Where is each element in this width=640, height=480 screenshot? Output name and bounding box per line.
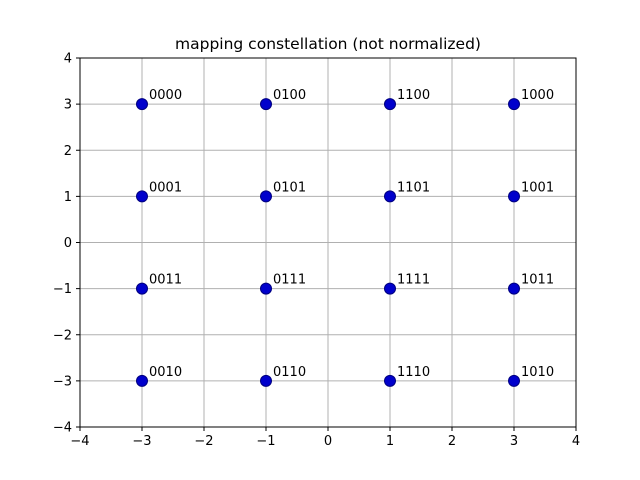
data-point (260, 374, 272, 387)
point-label: 1111 (397, 273, 430, 288)
data-point (136, 374, 148, 387)
y-tick-label: 4 (64, 52, 72, 67)
point-label: 1001 (521, 180, 554, 195)
chart-title: mapping constellation (not normalized) (175, 35, 481, 53)
x-tick-label: −2 (194, 434, 213, 449)
data-point (384, 374, 396, 387)
point-label: 0011 (149, 273, 182, 288)
point-label: 0000 (149, 88, 182, 103)
data-point (136, 190, 148, 203)
point-label: 0111 (273, 273, 306, 288)
point-label: 0101 (273, 180, 306, 195)
x-tick-label: −3 (132, 434, 151, 449)
point-labels: 0000 0100 1100 1000 0001 0101 1101 1001 0011 0111… (149, 88, 554, 380)
point-label: 0001 (149, 180, 182, 195)
x-tick-label: −4 (70, 434, 89, 449)
point-label: 0010 (149, 365, 182, 380)
point-label: 1101 (397, 180, 430, 195)
y-tick-label: 0 (64, 236, 72, 251)
data-point (260, 282, 272, 295)
point-label: 0100 (273, 88, 306, 103)
axis-ticks: −4 −3 −2 −1 0 1 2 3 4 −4 −3 −2 −1 0 1 2 3 4 (53, 52, 580, 450)
data-point (384, 190, 396, 203)
x-tick-label: −1 (256, 434, 275, 449)
point-label: 1000 (521, 88, 554, 103)
y-tick-label: −2 (53, 328, 72, 343)
data-point (508, 374, 520, 387)
data-point (508, 190, 520, 203)
x-tick-label: 2 (448, 434, 456, 449)
point-label: 1011 (521, 273, 554, 288)
data-points (136, 98, 520, 387)
point-label: 1010 (521, 365, 554, 380)
y-tick-label: 3 (64, 98, 72, 113)
data-point (136, 98, 148, 111)
y-tick-label: −3 (53, 374, 72, 389)
point-label: 1110 (397, 365, 430, 380)
y-tick-label: 1 (64, 190, 72, 205)
x-tick-label: 0 (324, 434, 332, 449)
data-point (260, 190, 272, 203)
data-point (136, 282, 148, 295)
x-tick-label: 1 (386, 434, 394, 449)
y-tick-label: −4 (53, 421, 72, 436)
data-point (384, 282, 396, 295)
data-point (508, 282, 520, 295)
x-tick-label: 3 (510, 434, 518, 449)
data-point (260, 98, 272, 111)
data-point (508, 98, 520, 111)
x-tick-label: 4 (572, 434, 580, 449)
data-point (384, 98, 396, 111)
y-tick-label: −1 (53, 282, 72, 297)
y-tick-label: 2 (64, 144, 72, 159)
point-label: 1100 (397, 88, 430, 103)
point-label: 0110 (273, 365, 306, 380)
